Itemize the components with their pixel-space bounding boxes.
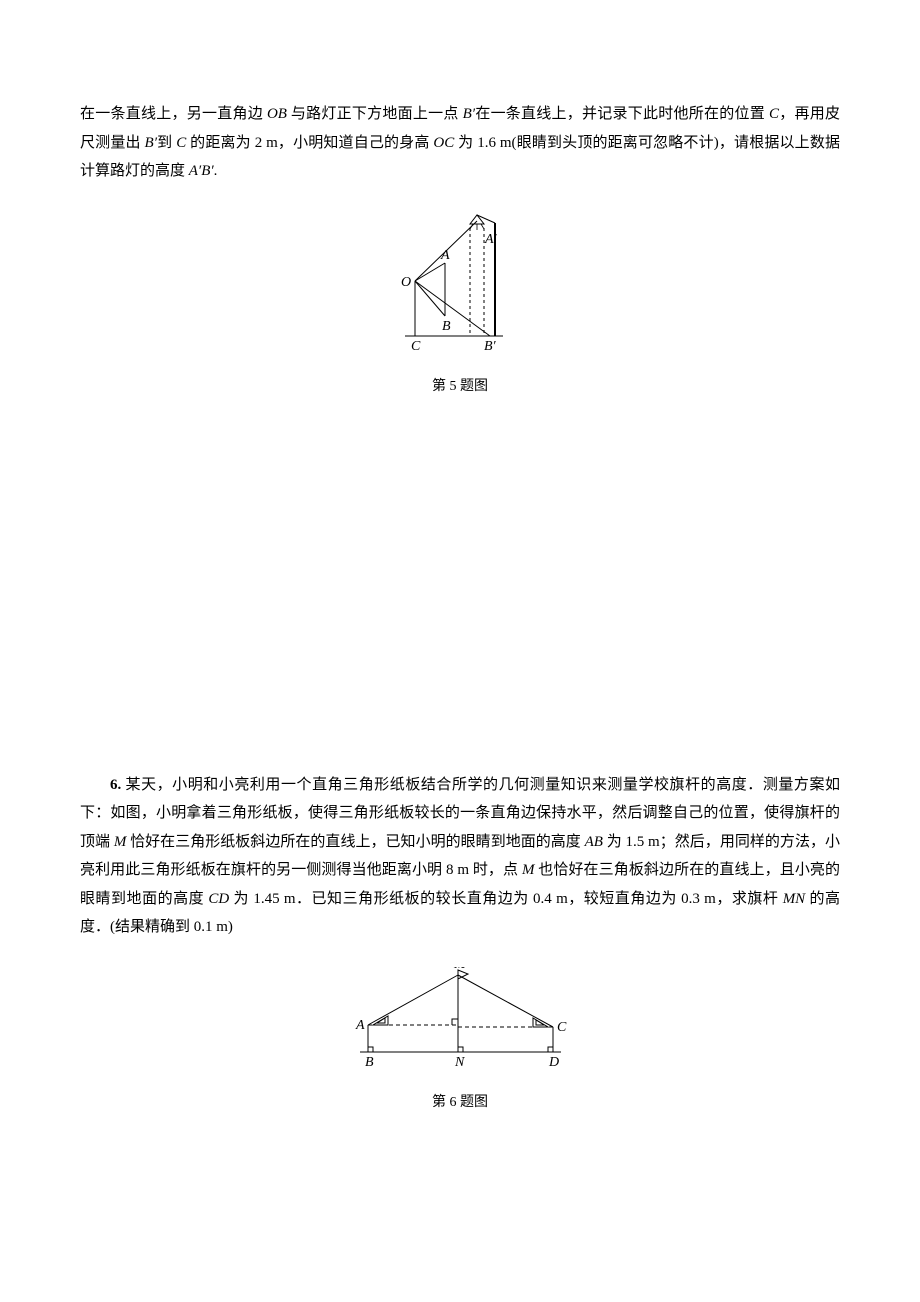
svg-text:N: N	[454, 1055, 465, 1070]
svg-text:D: D	[548, 1055, 559, 1070]
var-m2: M	[522, 862, 535, 878]
p5-text8: .	[214, 163, 218, 179]
var-c2: C	[176, 135, 186, 151]
p5-text2: 与路灯正下方地面上一点	[287, 106, 463, 122]
svg-text:A′: A′	[484, 232, 498, 247]
p6-text5: 为 1.45 m．已知三角形纸板的较长直角边为 0.4 m，较短直角边为 0.3…	[229, 891, 782, 907]
problem5-text: 在一条直线上，另一直角边 OB 与路灯正下方地面上一点 B′在一条直线上，并记录…	[80, 100, 840, 186]
svg-text:C: C	[557, 1020, 567, 1035]
var-b2: B′	[145, 135, 157, 151]
svg-text:M: M	[453, 967, 467, 972]
figure6-diagram: M A B N C D	[348, 967, 573, 1072]
var-ab6: AB	[585, 834, 603, 850]
figure6-container: M A B N C D 第 6 题图	[80, 967, 840, 1117]
spacer	[80, 421, 840, 771]
figure5-caption: 第 5 题图	[80, 374, 840, 401]
var-ob: OB	[267, 106, 287, 122]
figure5-container: A A′ O B C B′ 第 5 题图	[80, 206, 840, 401]
p5-text1: 在一条直线上，另一直角边	[80, 106, 267, 122]
svg-text:B: B	[365, 1055, 374, 1070]
var-oc: OC	[433, 135, 454, 151]
problem6-number: 6.	[110, 777, 126, 793]
svg-text:A: A	[440, 248, 450, 263]
svg-text:C: C	[411, 339, 421, 354]
p5-text6: 的距离为 2 m，小明知道自己的身高	[186, 135, 433, 151]
var-cd: CD	[208, 891, 229, 907]
var-mn: MN	[783, 891, 806, 907]
figure6-caption: 第 6 题图	[80, 1090, 840, 1117]
var-m: M	[114, 834, 127, 850]
svg-text:A: A	[355, 1018, 365, 1033]
var-b1: B′	[463, 106, 475, 122]
svg-text:B: B	[442, 319, 451, 334]
figure5-diagram: A A′ O B C B′	[395, 206, 525, 356]
p5-text3: 在一条直线上，并记录下此时他所在的位置	[475, 106, 769, 122]
var-c: C	[769, 106, 779, 122]
svg-text:B′: B′	[484, 339, 497, 354]
problem6-text: 6. 某天，小明和小亮利用一个直角三角形纸板结合所学的几何测量知识来测量学校旗杆…	[80, 771, 840, 942]
p6-text2: 恰好在三角形纸板斜边所在的直线上，已知小明的眼睛到地面的高度	[126, 834, 584, 850]
p5-text5: 到	[157, 135, 176, 151]
var-ab: A′B′	[189, 163, 214, 179]
svg-text:O: O	[401, 275, 411, 290]
